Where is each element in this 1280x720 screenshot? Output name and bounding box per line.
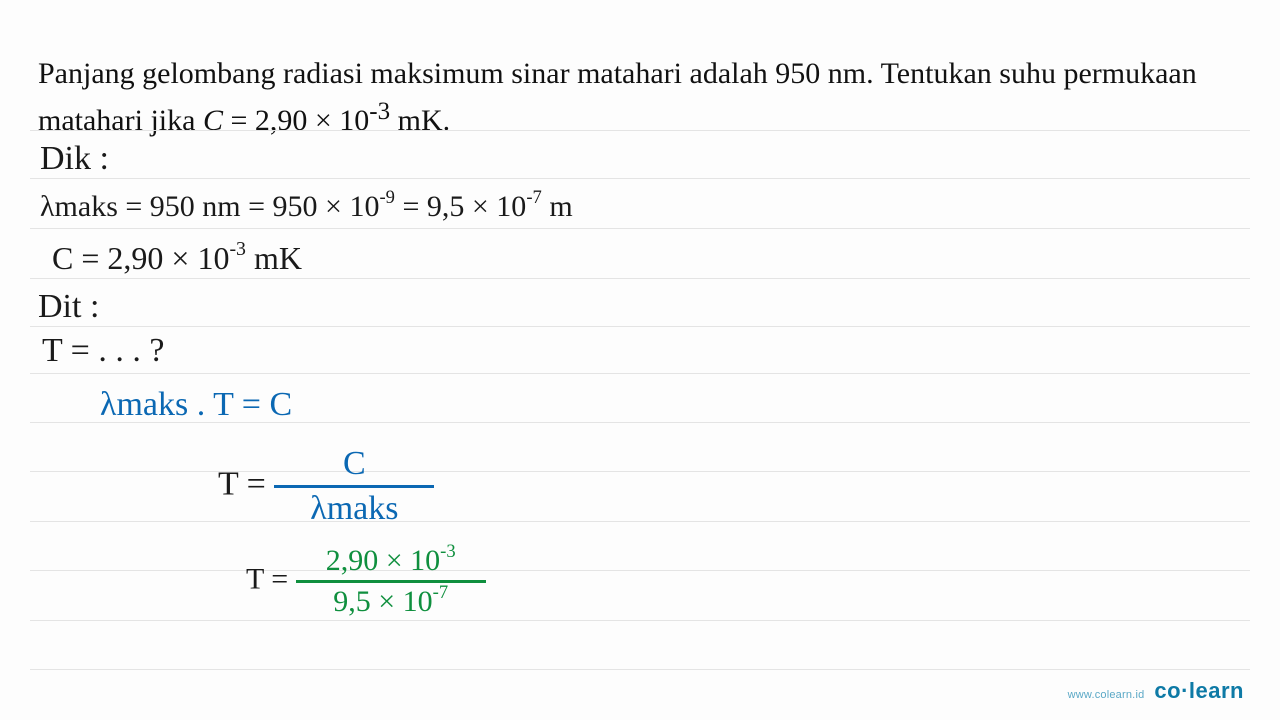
footer-url: www.colearn.id xyxy=(1068,689,1145,701)
fraction-num-c: C xyxy=(274,445,434,485)
question-var-c: C xyxy=(203,104,223,137)
fraction-den-lambda: λmaks xyxy=(274,488,434,528)
lambda-maks-line: λmaks = 950 nm = 950 × 10-9 = 9,5 × 10-7… xyxy=(40,190,573,224)
den-95: 9,5 × 10-7 xyxy=(296,583,486,619)
question-text: Panjang gelombang radiasi maksimum sinar… xyxy=(38,54,1238,141)
equation-t-numeric: T = 2,90 × 10-3 9,5 × 10-7 xyxy=(246,544,486,619)
ruled-line xyxy=(30,620,1250,621)
ruled-line xyxy=(30,326,1250,327)
fraction-numeric: 2,90 × 10-3 9,5 × 10-7 xyxy=(296,544,486,619)
lambda-unit: m xyxy=(542,190,573,223)
num-exp: -3 xyxy=(440,541,456,562)
ruled-line xyxy=(30,373,1250,374)
question-line2-prefix: matahari jika xyxy=(38,104,203,137)
equation-t-solve: T = C λmaks xyxy=(218,445,434,528)
c-pre: C = 2,90 × 10 xyxy=(52,240,229,276)
ruled-line xyxy=(30,471,1250,472)
page-root: { "question": { "line1_part1": "Panjang … xyxy=(0,0,1280,720)
lambda-mid: = 9,5 × 10 xyxy=(395,190,526,223)
den-pre: 9,5 × 10 xyxy=(333,585,432,618)
ruled-line xyxy=(30,278,1250,279)
question-exp: -3 xyxy=(369,98,390,125)
question-eq: = 2,90 × 10 xyxy=(223,104,369,137)
ruled-line xyxy=(30,669,1250,670)
t-equals-label: T = xyxy=(218,465,274,502)
ruled-line xyxy=(30,521,1250,522)
ruled-line xyxy=(30,228,1250,229)
dit-label: Dit : xyxy=(38,288,99,326)
c-constant-line: C = 2,90 × 10-3 mK xyxy=(52,240,302,277)
t-equals-label-2: T = xyxy=(246,562,296,595)
num-pre: 2,90 × 10 xyxy=(326,544,440,577)
dik-label: Dik : xyxy=(40,140,109,178)
equation-wien: λmaks . T = C xyxy=(100,386,292,424)
ruled-line xyxy=(30,570,1250,571)
fraction-c-over-lambda: C λmaks xyxy=(274,445,434,528)
footer-branding: www.colearn.id co·learn xyxy=(1068,678,1244,704)
t-unknown: T = . . . ? xyxy=(42,332,164,370)
ruled-line xyxy=(30,130,1250,131)
ruled-line xyxy=(30,178,1250,179)
question-unit: mK. xyxy=(390,104,450,137)
lambda-exp1: -9 xyxy=(379,187,395,208)
den-exp: -7 xyxy=(433,582,449,603)
lambda-exp2: -7 xyxy=(526,187,542,208)
num-290: 2,90 × 10-3 xyxy=(296,544,486,580)
c-post: mK xyxy=(246,240,302,276)
c-exp: -3 xyxy=(229,238,246,260)
lambda-text: λmaks = 950 nm = 950 × 10 xyxy=(40,190,379,223)
question-line1: Panjang gelombang radiasi maksimum sinar… xyxy=(38,57,1197,90)
footer-brand: co·learn xyxy=(1154,678,1244,704)
